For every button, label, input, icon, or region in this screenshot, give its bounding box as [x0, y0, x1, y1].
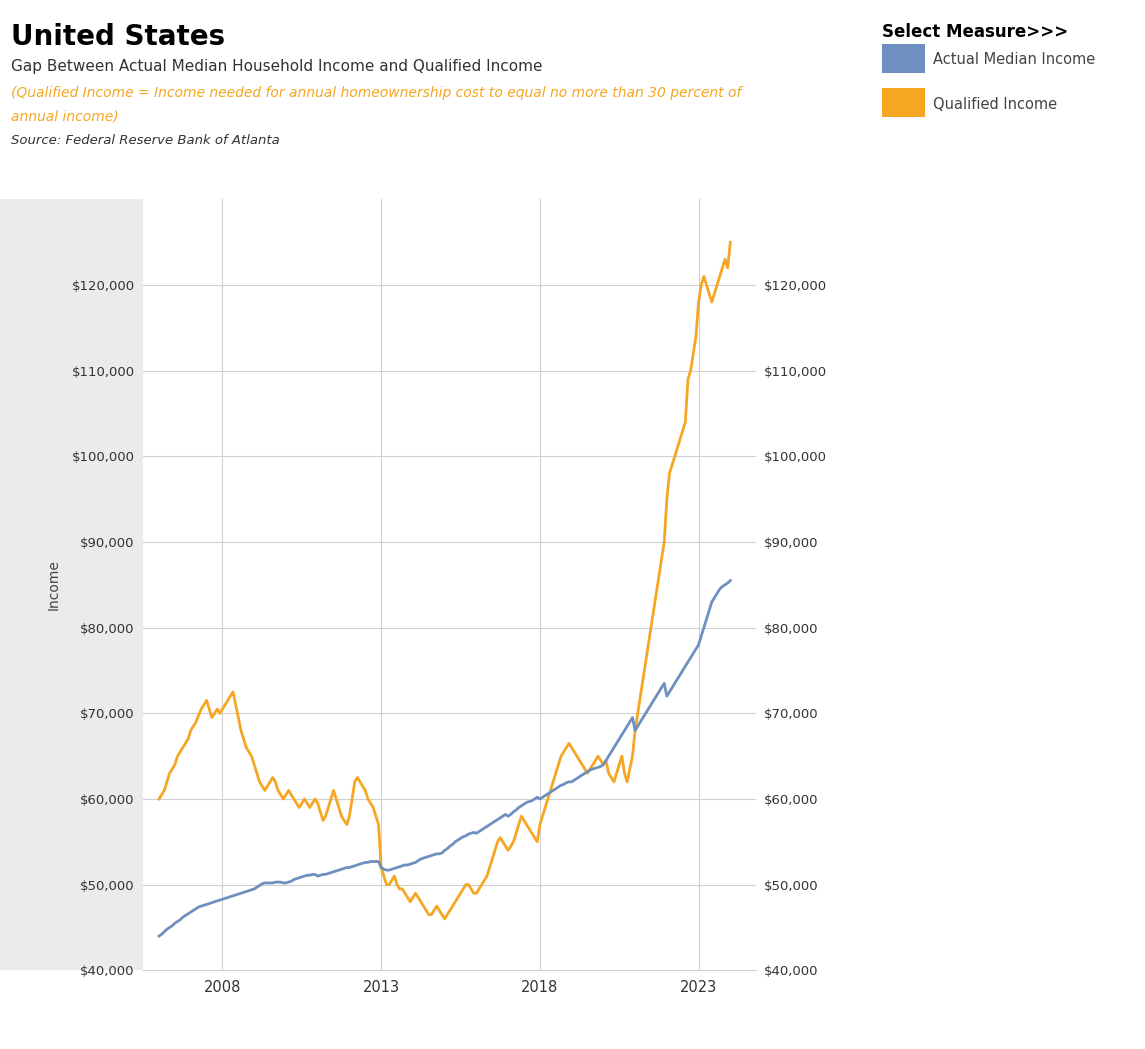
Text: Source: Federal Reserve Bank of Atlanta: Source: Federal Reserve Bank of Atlanta [11, 134, 281, 147]
Text: (Qualified Income = Income needed for annual homeownership cost to equal no more: (Qualified Income = Income needed for an… [11, 86, 742, 100]
Text: Actual Median Income: Actual Median Income [933, 52, 1096, 67]
Text: United States: United States [11, 23, 226, 51]
Text: Select Measure>>>: Select Measure>>> [882, 23, 1068, 41]
Text: Gap Between Actual Median Household Income and Qualified Income: Gap Between Actual Median Household Inco… [11, 59, 543, 73]
Text: Qualified Income: Qualified Income [933, 97, 1057, 111]
Text: annual income): annual income) [11, 109, 119, 123]
Y-axis label: Income: Income [47, 559, 61, 611]
